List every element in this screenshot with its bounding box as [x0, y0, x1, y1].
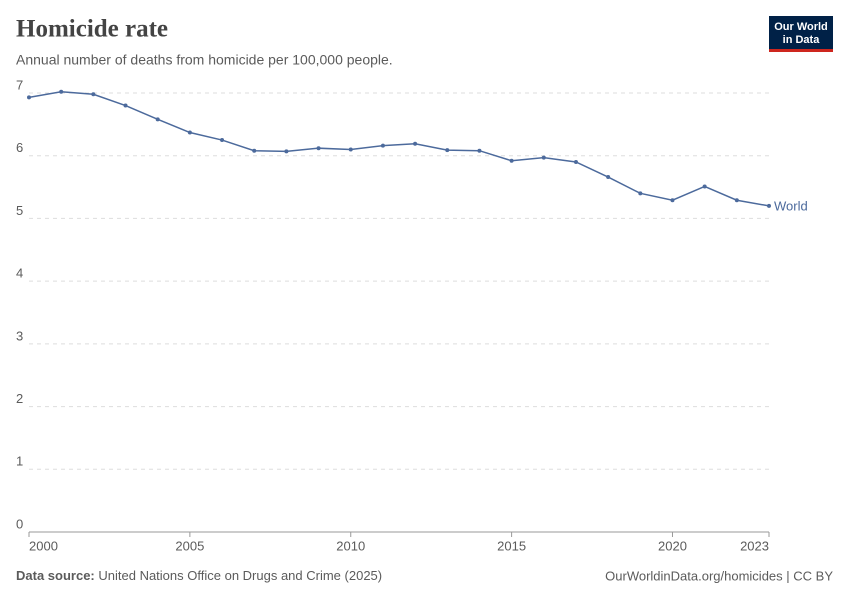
- y-tick-label: 1: [16, 454, 23, 469]
- series-line: [28, 90, 770, 207]
- data-point: [573, 159, 578, 164]
- data-point: [220, 138, 225, 143]
- y-tick-label: 6: [16, 140, 23, 155]
- logo-text: Our World: [774, 21, 828, 33]
- logo-bar: [769, 49, 833, 52]
- y-tick-label: 2: [16, 391, 23, 406]
- footer-url[interactable]: OurWorldinData.org/homicides | CC BY: [605, 568, 833, 583]
- data-point: [734, 198, 739, 203]
- source-label: Data source:: [16, 568, 95, 583]
- data-point: [670, 198, 675, 203]
- data-point: [702, 184, 707, 189]
- x-tick-label: 2005: [175, 538, 204, 553]
- y-tick-label: 5: [16, 203, 23, 218]
- data-point: [348, 147, 353, 152]
- data-point: [606, 175, 611, 180]
- data-point: [541, 155, 546, 160]
- data-point: [413, 141, 418, 146]
- data-point: [123, 103, 128, 108]
- x-tick-label: 2015: [497, 538, 526, 553]
- x-tick-label: 2020: [658, 538, 687, 553]
- x-tick-label: 2000: [29, 538, 58, 553]
- chart-subtitle: Annual number of deaths from homicide pe…: [16, 52, 393, 68]
- data-point: [477, 148, 482, 153]
- y-tick-label: 7: [16, 77, 23, 92]
- data-point: [638, 191, 643, 196]
- y-tick-label: 0: [16, 516, 23, 531]
- logo-box[interactable]: [769, 16, 833, 52]
- data-point: [284, 149, 289, 154]
- logo-text: in Data: [783, 34, 821, 46]
- data-point: [155, 117, 160, 122]
- data-point: [91, 92, 96, 97]
- source: Data source: United Nations Office on Dr…: [16, 568, 382, 583]
- data-point: [316, 146, 321, 151]
- data-point: [380, 143, 385, 148]
- x-tick-label: 2023: [740, 538, 769, 553]
- data-point: [187, 130, 192, 135]
- data-point: [445, 148, 450, 153]
- x-tick-label: 2010: [336, 538, 365, 553]
- data-point: [509, 158, 514, 163]
- data-point: [252, 148, 257, 153]
- source-text: United Nations Office on Drugs and Crime…: [98, 568, 382, 583]
- data-point: [767, 203, 771, 208]
- y-tick-label: 3: [16, 328, 23, 343]
- chart-title: Homicide rate: [16, 16, 168, 43]
- y-tick-label: 4: [16, 266, 23, 281]
- data-point: [59, 89, 64, 94]
- data-point: [27, 95, 31, 100]
- series-label: World: [774, 198, 808, 213]
- logo[interactable]: Our World in Data: [769, 16, 833, 52]
